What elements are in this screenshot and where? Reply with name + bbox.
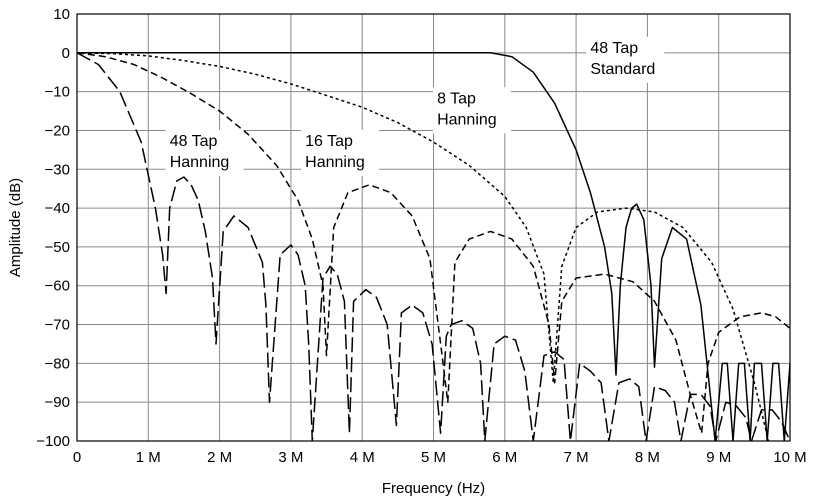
y-tick-label: 10 <box>53 6 70 23</box>
annotation-bg <box>586 36 665 83</box>
y-tick-label: −60 <box>45 278 70 295</box>
annotation-label: 8 Tap <box>437 90 476 107</box>
y-tick-label: 0 <box>62 45 70 62</box>
x-tick-label: 8 M <box>635 449 660 466</box>
x-tick-label: 9 M <box>706 449 731 466</box>
annotation-label: 48 Tap <box>590 40 638 57</box>
curves <box>77 52 790 441</box>
y-tick-label: −40 <box>45 200 70 217</box>
series-line-48-tap-hanning <box>77 52 790 441</box>
y-tick-label: −50 <box>45 239 70 256</box>
x-tick-label: 6 M <box>492 449 517 466</box>
y-tick-label: −30 <box>45 161 70 178</box>
x-tick-label: 7 M <box>564 449 589 466</box>
y-tick-label: −90 <box>45 394 70 411</box>
annotation-label: 48 Tap <box>170 133 218 150</box>
series-line-8-tap-hanning <box>77 52 770 441</box>
annotation-bg <box>301 129 380 176</box>
annotation-label: Hanning <box>170 154 230 171</box>
annotation-label: Hanning <box>437 111 497 128</box>
annotation-label: Standard <box>590 61 655 78</box>
y-tick-label: −80 <box>45 355 70 372</box>
x-tick-label: 3 M <box>278 449 303 466</box>
y-tick-label: −20 <box>45 122 70 139</box>
x-tick-label: 4 M <box>350 449 375 466</box>
x-tick-label: 2 M <box>207 449 232 466</box>
annotation-label: 16 Tap <box>305 133 353 150</box>
x-tick-label: 0 <box>73 449 81 466</box>
annotation-label: Hanning <box>305 154 365 171</box>
series-line-48-tap-standard <box>77 52 790 441</box>
x-axis-label: Frequency (Hz) <box>382 480 485 497</box>
x-tick-label: 10 M <box>773 449 806 466</box>
y-tick-label: −70 <box>45 317 70 334</box>
plot-frame <box>76 13 791 442</box>
y-tick-labels: 10 0 −10 −20 −30 −40 −50 −60 −70 −80 −90 −100 <box>36 6 70 450</box>
y-axis-label: Amplitude (dB) <box>7 178 24 277</box>
annotation-bg <box>433 87 512 134</box>
annotation-bg <box>165 129 244 176</box>
annotation-backgrounds <box>165 36 665 176</box>
annotations: 48 Tap Standard 8 Tap Hanning 16 Tap Hanning 4… <box>170 40 656 171</box>
x-tick-label: 5 M <box>421 449 446 466</box>
x-tick-label: 1 M <box>136 449 161 466</box>
y-tick-label: −100 <box>36 433 70 450</box>
series-line-16-tap-hanning <box>77 52 790 434</box>
y-tick-label: −10 <box>45 84 70 101</box>
x-tick-labels: 0 1 M 2 M 3 M 4 M 5 M 6 M 7 M 8 M 9 M 10 M <box>73 449 807 466</box>
